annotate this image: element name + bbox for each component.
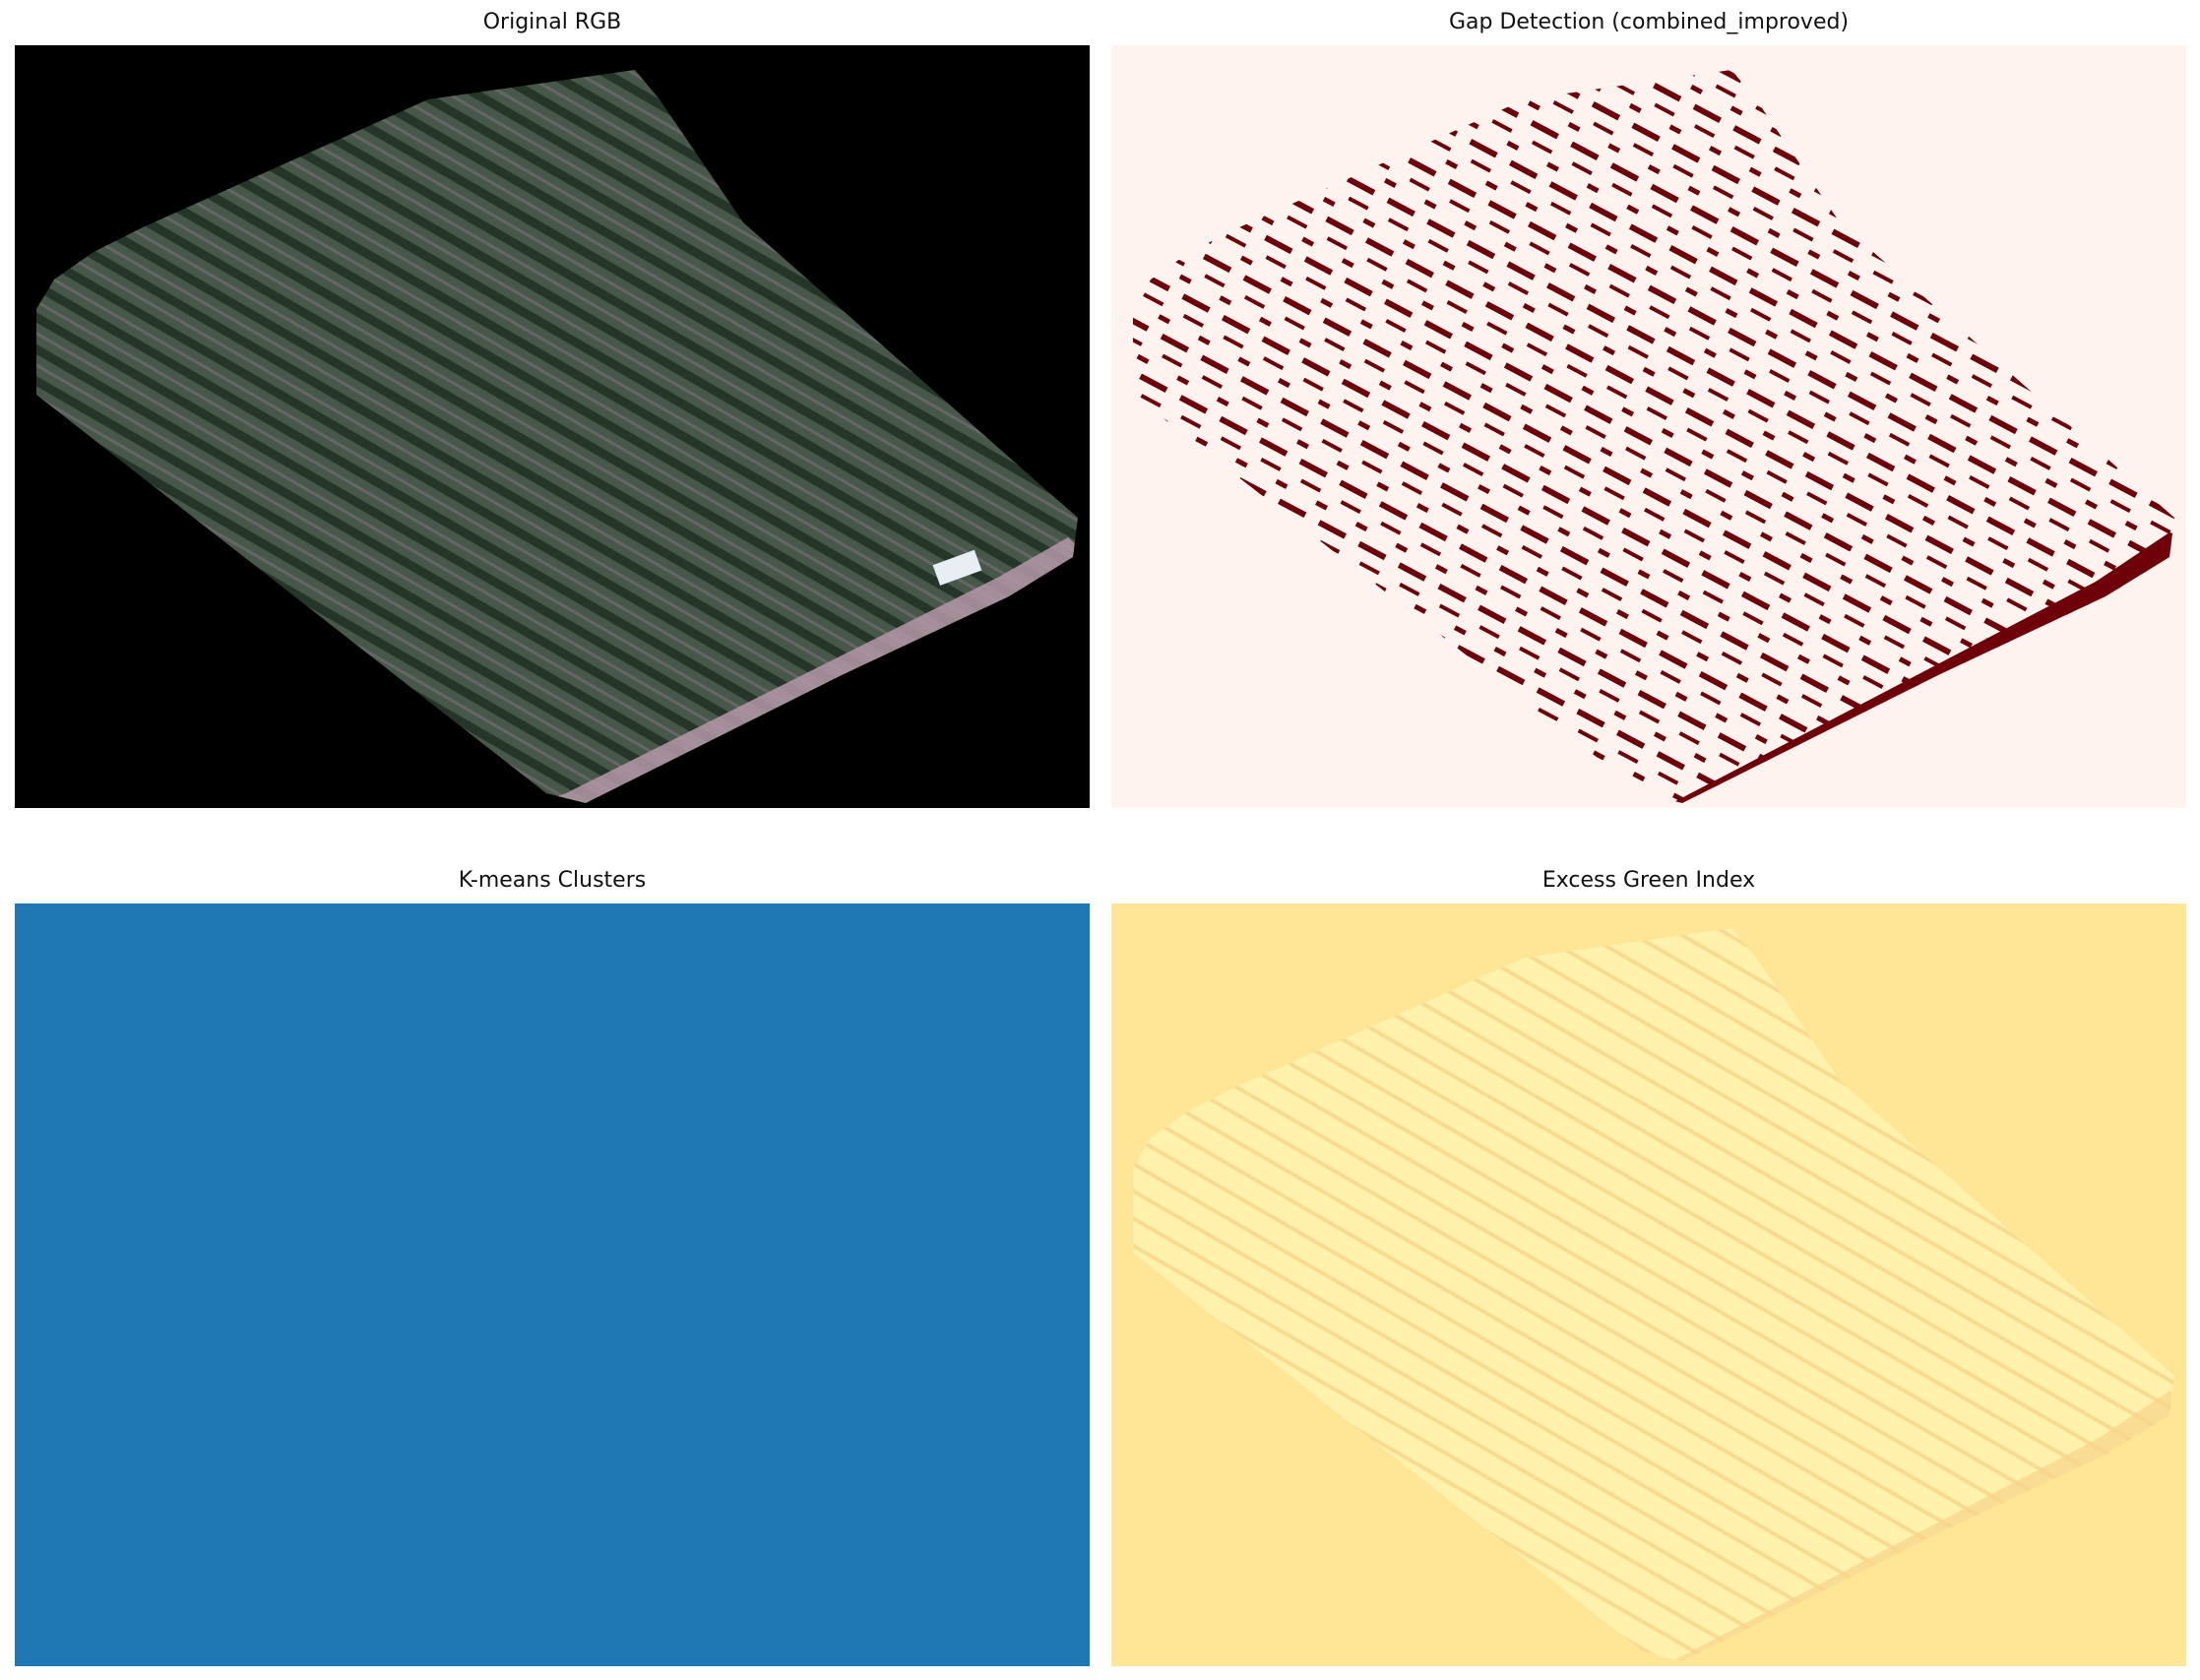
gap-detection-image xyxy=(1111,45,2186,808)
original-rgb-panel: Original RGB xyxy=(15,10,1090,808)
excess-green-panel: Excess Green Index xyxy=(1111,868,2186,1666)
original-rgb-title: Original RGB xyxy=(482,10,622,34)
kmeans-image xyxy=(15,903,1090,1666)
rgb-vehicle xyxy=(932,549,982,586)
excess-green-image xyxy=(1111,903,2186,1666)
kmeans-panel: K-means Clusters xyxy=(15,868,1090,1666)
kmeans-cluster-fill xyxy=(15,903,1090,1666)
kmeans-title: K-means Clusters xyxy=(458,868,647,893)
gap-detection-title: Gap Detection (combined_improved) xyxy=(1448,10,1850,34)
excess-green-title: Excess Green Index xyxy=(1541,868,1756,893)
original-rgb-image xyxy=(15,45,1090,808)
gap-detection-panel: Gap Detection (combined_improved) xyxy=(1111,10,2186,808)
